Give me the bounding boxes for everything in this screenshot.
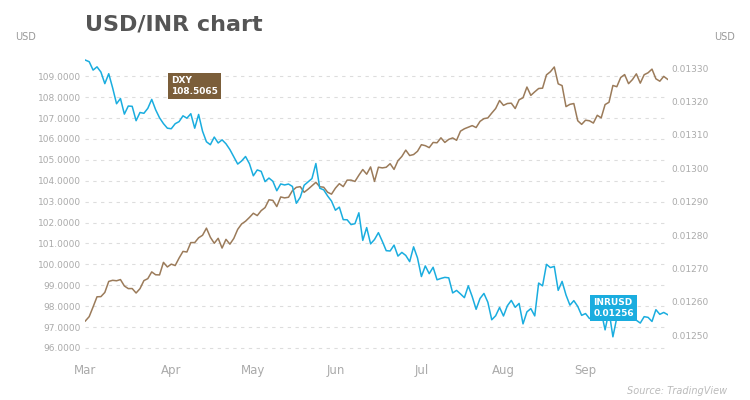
Text: DXY
108.5065: DXY 108.5065 [171,76,218,96]
Text: USD/INR chart: USD/INR chart [86,15,263,35]
Y-axis label: USD: USD [714,32,735,42]
Text: INRUSD
0.01256: INRUSD 0.01256 [593,298,634,318]
Text: Source: TradingView: Source: TradingView [627,386,728,396]
Y-axis label: USD: USD [15,32,36,42]
